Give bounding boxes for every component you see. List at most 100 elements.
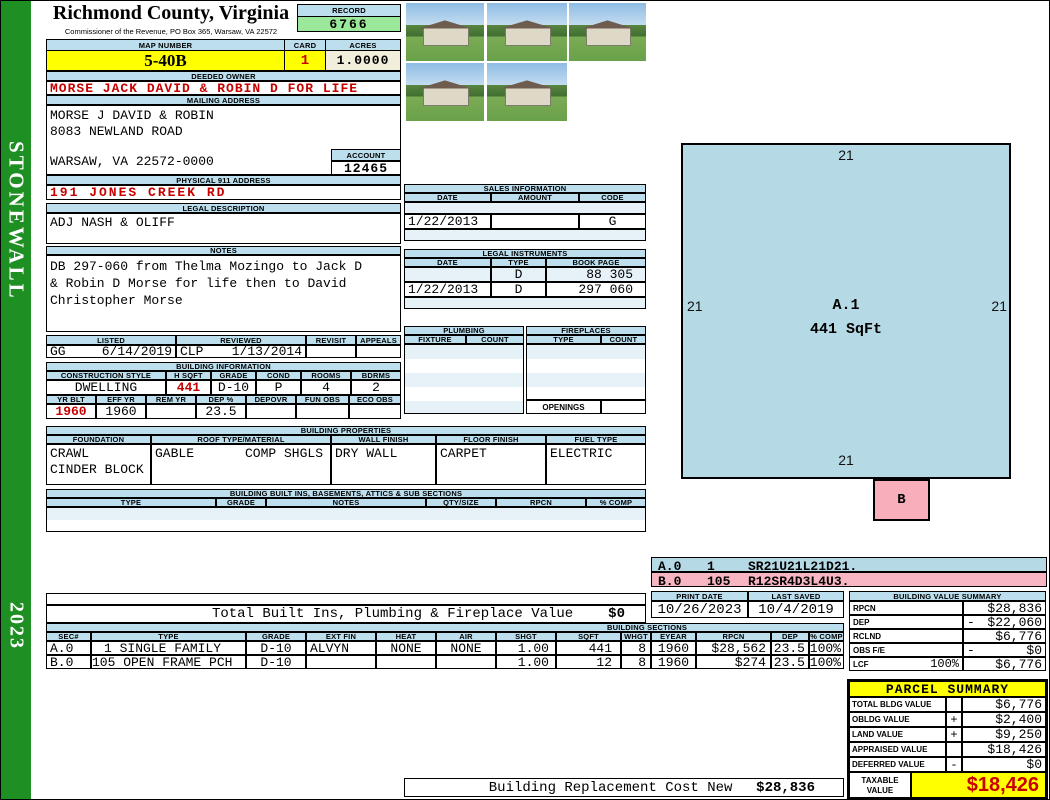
openings-count (601, 400, 646, 414)
grade-value: D-10 (211, 380, 256, 395)
instrument-row-bookpage: 88 305 (546, 267, 646, 282)
sketch-dim-right: 21 (991, 298, 1007, 314)
dep-pct-label: DEP % (196, 395, 246, 404)
sections-shgt-label: SHGT (496, 632, 556, 641)
sketch-section-b: B (873, 479, 930, 521)
bvs-obs-label: OBS F/E (849, 643, 963, 657)
appraised-label: APPRAISED VALUE (849, 742, 946, 757)
yrblt-label: YR BLT (46, 395, 96, 404)
rooms-label: ROOMS (301, 371, 351, 380)
appeals-value (356, 345, 401, 358)
built-ins-empty-rows (46, 507, 646, 532)
deferred-op: - (946, 757, 962, 772)
roof-value: GABLE COMP SHGLS (151, 444, 331, 485)
section-row-sqft: 441 (556, 641, 621, 655)
obldg-op: + (946, 712, 962, 727)
empty-row (47, 508, 645, 520)
empty-row (405, 373, 523, 387)
empty-row (527, 373, 645, 387)
parcel-summary-title: PARCEL SUMMARY (849, 681, 1046, 697)
sections-eyear-label: EYEAR (651, 632, 696, 641)
built-ins-qty-label: QTY/SIZE (426, 498, 496, 507)
deferred-label: DEFERRED VALUE (849, 757, 946, 772)
legal-description-label: LEGAL DESCRIPTION (46, 203, 401, 213)
section-row-type: 1 SINGLE FAMILY (91, 641, 246, 655)
mailing-line-3: WARSAW, VA 22572-0000 (50, 154, 214, 169)
property-photo[interactable] (487, 3, 567, 61)
plumbing-count-label: COUNT (466, 335, 524, 344)
ecoobs-value (349, 404, 401, 419)
empty-row (405, 401, 523, 413)
remyr-value (146, 404, 196, 419)
fuel-type-value: ELECTRIC (546, 444, 646, 485)
yrblt-value: 1960 (46, 404, 96, 419)
funobs-value (296, 404, 349, 419)
funobs-label: FUN OBS (296, 395, 349, 404)
bvs-dep-value: - $22,060 (963, 615, 1046, 629)
land-value: $9,250 (962, 727, 1046, 742)
acres-value: 1.0000 (325, 50, 401, 71)
section-row-heat (376, 655, 436, 669)
foundation-value: CRAWL CINDER BLOCK (46, 444, 151, 485)
sections-dep-label: DEP (771, 632, 809, 641)
depovr-label: DEPOVR (246, 395, 296, 404)
section-row-dep: 23.5 (771, 655, 809, 669)
assessment-year: 2023 (5, 602, 28, 650)
remyr-label: REM YR (146, 395, 196, 404)
property-photo[interactable] (487, 63, 567, 121)
listed-label: LISTED (46, 335, 176, 345)
section-row-air (436, 655, 496, 669)
bvs-rclnd-label: RCLND (849, 629, 963, 643)
fireplace-count-label: COUNT (601, 335, 646, 344)
property-photo[interactable] (569, 3, 646, 61)
instruments-bookpage-label: BOOK PAGE (546, 258, 646, 267)
total-bldg-label: TOTAL BLDG VALUE (849, 697, 946, 712)
notes-line-1: DB 297-060 from Thelma Mozingo to Jack D (50, 258, 363, 274)
effyr-label: EFF YR (96, 395, 146, 404)
built-ins-rpcn-label: RPCN (496, 498, 586, 507)
listed-value: GG 6/14/2019 (46, 345, 176, 358)
built-ins-type-label: TYPE (46, 498, 216, 507)
building-properties-title: BUILDING PROPERTIES (46, 426, 646, 435)
fireplace-type-label: TYPE (526, 335, 601, 344)
legal-description-value: ADJ NASH & OLIFF (50, 215, 175, 230)
sketch-dim-left: 21 (687, 298, 703, 314)
section-row-whgt: 8 (621, 655, 651, 669)
physical-address-label: PHYSICAL 911 ADDRESS (46, 175, 401, 185)
plumbing-title: PLUMBING (404, 326, 524, 335)
sales-date-label: DATE (404, 193, 491, 202)
dep-pct-value: 23.5 (196, 404, 246, 419)
fuel-type-label: FUEL TYPE (546, 435, 646, 444)
taxable-label: TAXABLE VALUE (849, 772, 911, 798)
fireplaces-empty-rows (526, 344, 646, 400)
depovr-value (246, 404, 296, 419)
instrument-row-date: 1/22/2013 (404, 282, 491, 297)
mailing-line-2: 8083 NEWLAND ROAD (50, 124, 183, 139)
sale-code: G (579, 214, 646, 229)
print-date-label: PRINT DATE (651, 591, 748, 601)
bvs-dep-label: DEP (849, 615, 963, 629)
sketch-dim-bottom: 21 (838, 452, 854, 468)
bvs-rpcn-value: $28,836 (963, 601, 1046, 615)
section-row-heat: NONE (376, 641, 436, 655)
property-photo[interactable] (406, 3, 484, 61)
section-row-shgt: 1.00 (496, 655, 556, 669)
appeals-label: APPEALS (356, 335, 401, 345)
floor-finish-label: FLOOR FINISH (436, 435, 546, 444)
sections-title: BUILDING SECTIONS (46, 623, 844, 632)
sections-heat-label: HEAT (376, 632, 436, 641)
sections-comp-label: % COMP (809, 632, 844, 641)
ecoobs-label: ECO OBS (349, 395, 401, 404)
deeded-owner-label: DEEDED OWNER (46, 71, 401, 81)
account-label: ACCOUNT (331, 149, 401, 161)
notes-box: DB 297-060 from Thelma Mozingo to Jack D… (46, 255, 401, 332)
instruments-date-label: DATE (404, 258, 491, 267)
total-bldg-op (946, 697, 962, 712)
bvs-lcf-value: $6,776 (963, 657, 1046, 671)
empty-row (404, 202, 646, 214)
property-photo[interactable] (406, 63, 484, 121)
wall-finish-label: WALL FINISH (331, 435, 436, 444)
section-row-air: NONE (436, 641, 496, 655)
bdrms-label: BDRMS (351, 371, 401, 380)
